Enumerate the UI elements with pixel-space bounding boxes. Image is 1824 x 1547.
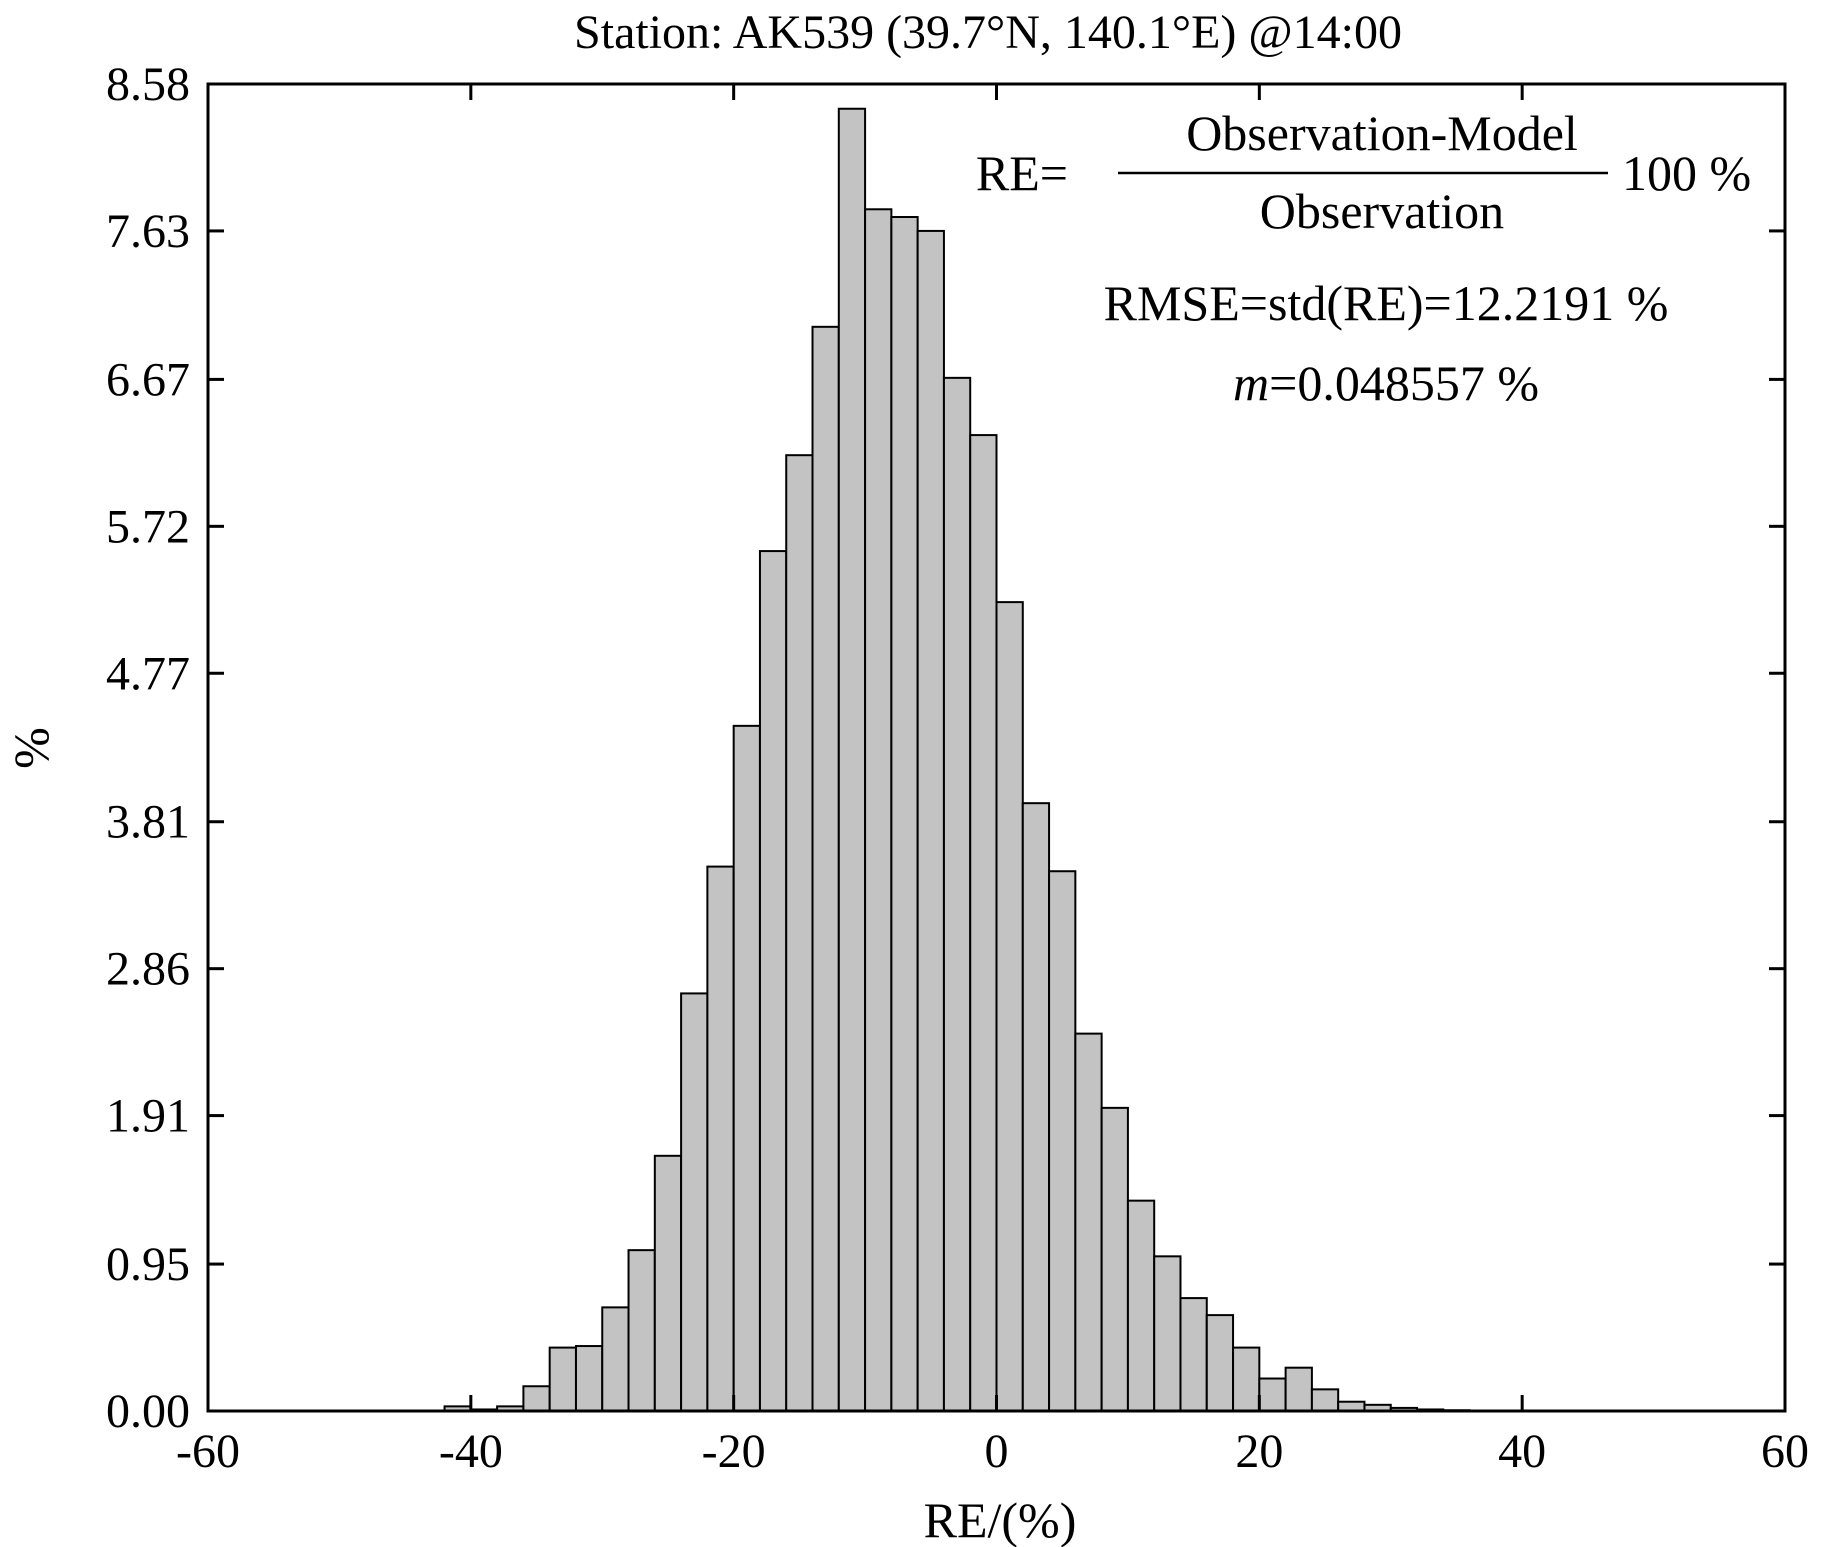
histogram-bar xyxy=(706,865,735,1412)
x-tick-label: -20 xyxy=(702,1425,766,1478)
histogram-bar xyxy=(969,434,998,1412)
histogram-bar xyxy=(653,1154,683,1413)
histogram-bar xyxy=(548,1346,577,1413)
y-tick-label: 3.81 xyxy=(106,796,190,849)
histogram-bar xyxy=(1310,1388,1340,1412)
histogram-bar xyxy=(890,216,919,1413)
y-axis-label: % xyxy=(3,727,59,769)
formula-re-lhs: RE= xyxy=(976,145,1068,201)
mean-annotation: m=0.048557 % xyxy=(1233,355,1539,411)
histogram-bar xyxy=(811,325,840,1412)
histogram-bar xyxy=(916,229,945,1412)
histogram-bar xyxy=(1284,1366,1313,1412)
histogram-bar xyxy=(574,1345,604,1413)
y-tick-label: 5.72 xyxy=(106,500,190,553)
mean-symbol: m xyxy=(1233,355,1269,411)
histogram-bar xyxy=(1232,1346,1261,1413)
y-tick-label: 0.00 xyxy=(106,1385,190,1438)
formula-re-rhs: 100 % xyxy=(1622,145,1751,201)
histogram-bar xyxy=(837,107,867,1412)
histogram-bar xyxy=(1021,802,1051,1412)
x-tick-label: -40 xyxy=(439,1425,503,1478)
y-tick-label: 1.91 xyxy=(106,1090,190,1143)
histogram-bar xyxy=(522,1385,551,1412)
x-tick-label: 40 xyxy=(1498,1425,1546,1478)
histogram-bar xyxy=(732,724,761,1412)
y-tick-label: 4.77 xyxy=(106,647,190,700)
histogram-bar xyxy=(864,208,893,1412)
x-axis-label: RE/(%) xyxy=(924,1492,1077,1547)
formula-denominator: Observation xyxy=(1260,183,1504,239)
histogram-bar xyxy=(1258,1377,1287,1413)
histogram-bar xyxy=(995,601,1024,1412)
histogram-bar xyxy=(1179,1297,1208,1412)
y-tick-label: 6.67 xyxy=(106,353,190,406)
histogram-bar xyxy=(1153,1255,1182,1413)
histogram-bar xyxy=(1048,870,1077,1412)
histogram-bar xyxy=(680,992,709,1412)
histogram-bar xyxy=(785,454,814,1413)
histogram-bar xyxy=(627,1249,656,1412)
rmse-annotation: RMSE=std(RE)=12.2191 % xyxy=(1104,275,1669,331)
x-tick-label: 20 xyxy=(1235,1425,1283,1478)
formula-numerator: Observation-Model xyxy=(1186,105,1578,161)
histogram-bar xyxy=(1074,1032,1103,1413)
x-tick-label: -60 xyxy=(176,1425,240,1478)
mean-value: =0.048557 % xyxy=(1269,355,1539,411)
chart-title: Station: AK539 (39.7°N, 140.1°E) @14:00 xyxy=(574,6,1402,59)
histogram-bar xyxy=(601,1306,630,1413)
histogram-bar xyxy=(758,550,788,1412)
histogram-bar xyxy=(1100,1106,1129,1412)
y-tick-label: 2.86 xyxy=(106,943,190,996)
histogram-bar xyxy=(1126,1199,1156,1412)
x-tick-label: 0 xyxy=(985,1425,1009,1478)
y-tick-label: 7.63 xyxy=(106,205,190,258)
histogram-bar xyxy=(942,376,972,1413)
y-tick-label: 8.58 xyxy=(106,58,190,111)
y-tick-label: 0.95 xyxy=(106,1238,190,1291)
y-axis: 0.00 0.95 1.91 2.86 3.81 4.77 5.72 6.67 7.63 8.58 xyxy=(106,58,1785,1438)
histogram-bar xyxy=(1205,1314,1235,1412)
x-axis: -60 -40 -20 0 20 40 60 xyxy=(176,84,1809,1478)
x-tick-label: 60 xyxy=(1761,1425,1809,1478)
